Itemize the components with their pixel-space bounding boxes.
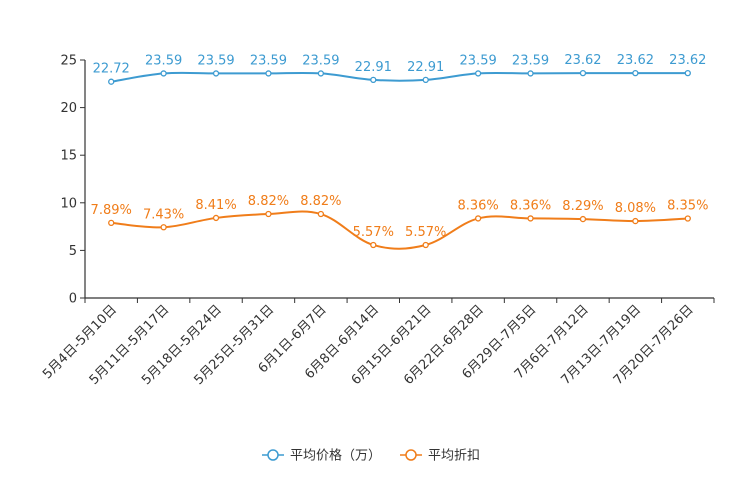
data-label: 23.59 (250, 53, 287, 68)
legend-item-2[interactable]: 平均折扣 (400, 449, 480, 464)
data-point[interactable] (422, 241, 429, 249)
data-point[interactable] (684, 69, 691, 77)
data-label: 8.08% (615, 201, 656, 216)
data-label: 8.36% (510, 198, 551, 213)
data-point[interactable] (474, 215, 482, 222)
data-label: 22.72 (93, 62, 130, 77)
data-point[interactable] (212, 214, 220, 222)
data-point[interactable] (265, 70, 272, 77)
series-line-2 (111, 210, 688, 250)
data-label: 8.36% (457, 198, 498, 213)
data-label: 22.91 (355, 60, 392, 75)
data-label: 7.89% (91, 203, 132, 218)
data-point[interactable] (632, 69, 639, 77)
data-label: 8.82% (300, 194, 341, 209)
data-label: 8.35% (667, 199, 708, 214)
data-point[interactable] (317, 70, 325, 77)
data-label: 8.82% (248, 194, 289, 209)
data-point[interactable] (527, 70, 534, 77)
chart-legend[interactable]: 平均价格（万） 平均折扣 (262, 448, 480, 464)
y-tick-label: 0 (69, 292, 77, 307)
data-label: 23.62 (617, 53, 654, 68)
data-label: 23.59 (302, 53, 339, 68)
legend-label: 平均折扣 (428, 449, 480, 464)
data-point[interactable] (160, 224, 167, 231)
legend-item-1[interactable]: 平均价格（万） (262, 448, 381, 464)
data-point[interactable] (579, 215, 587, 223)
data-point[interactable] (684, 215, 691, 222)
legend-marker-icon (405, 449, 417, 461)
data-point[interactable] (370, 241, 377, 249)
data-label: 5.57% (353, 225, 394, 240)
data-point[interactable] (212, 70, 220, 77)
data-label: 7.43% (143, 207, 184, 222)
chart-data-labels: 22.72 23.59 23.59 23.59 23.59 22.91 22.91 23.59… (91, 53, 709, 240)
data-label: 5.57% (405, 225, 446, 240)
data-point[interactable] (422, 76, 429, 84)
data-point[interactable] (108, 78, 115, 85)
data-label: 23.59 (460, 53, 497, 68)
y-tick-label: 20 (60, 101, 77, 116)
legend-label: 平均价格（万） (290, 448, 381, 464)
data-label: 23.62 (564, 53, 601, 68)
y-tick-label: 25 (60, 54, 77, 69)
data-point[interactable] (370, 76, 377, 84)
y-tick-label: 5 (69, 244, 77, 259)
y-tick-label: 15 (60, 149, 77, 164)
data-label: 23.62 (669, 53, 706, 68)
data-label: 23.59 (512, 53, 549, 68)
data-point[interactable] (160, 70, 167, 77)
series-line-1 (111, 71, 688, 83)
data-label: 8.29% (562, 199, 603, 214)
data-point[interactable] (632, 217, 639, 225)
data-label: 23.59 (145, 53, 182, 68)
chart-series (108, 69, 691, 250)
y-tick-label: 10 (60, 196, 77, 211)
data-label: 23.59 (197, 53, 234, 68)
legend-marker-icon (267, 449, 279, 461)
data-point[interactable] (265, 210, 272, 218)
data-label: 8.41% (195, 198, 236, 213)
data-point[interactable] (579, 69, 587, 77)
data-point[interactable] (527, 215, 534, 222)
data-label: 22.91 (407, 60, 444, 75)
data-point[interactable] (317, 210, 325, 218)
data-point[interactable] (474, 70, 482, 77)
data-point[interactable] (108, 219, 115, 227)
